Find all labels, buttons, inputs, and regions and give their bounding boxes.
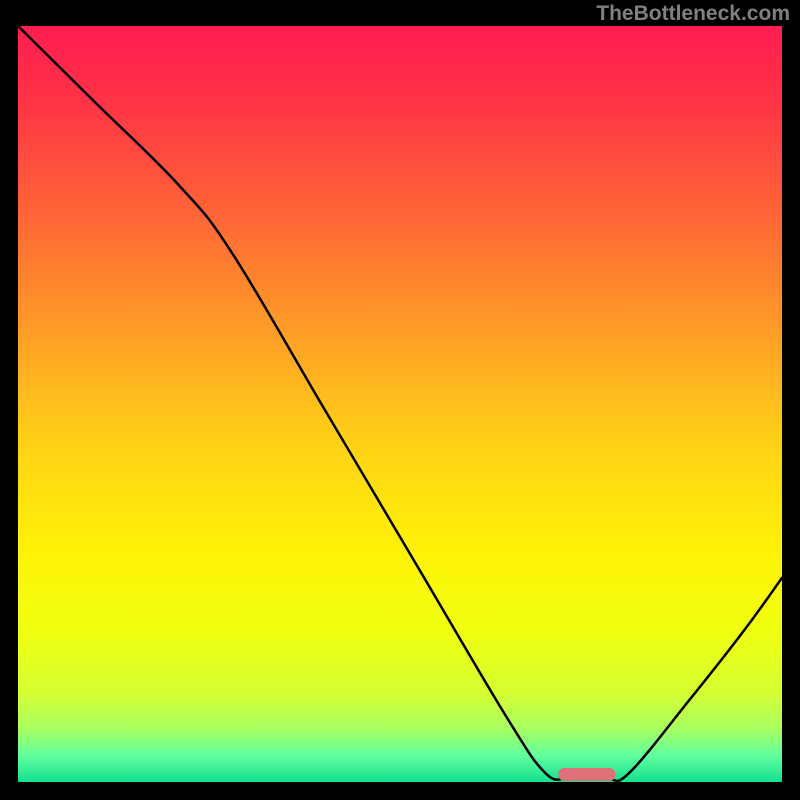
- watermark-text: TheBottleneck.com: [596, 2, 790, 26]
- chart-container: TheBottleneck.com: [0, 0, 800, 800]
- bottleneck-curve: [18, 26, 782, 781]
- optimum-marker: [559, 768, 616, 780]
- plot-area: [18, 26, 782, 782]
- curve-svg: [18, 26, 782, 782]
